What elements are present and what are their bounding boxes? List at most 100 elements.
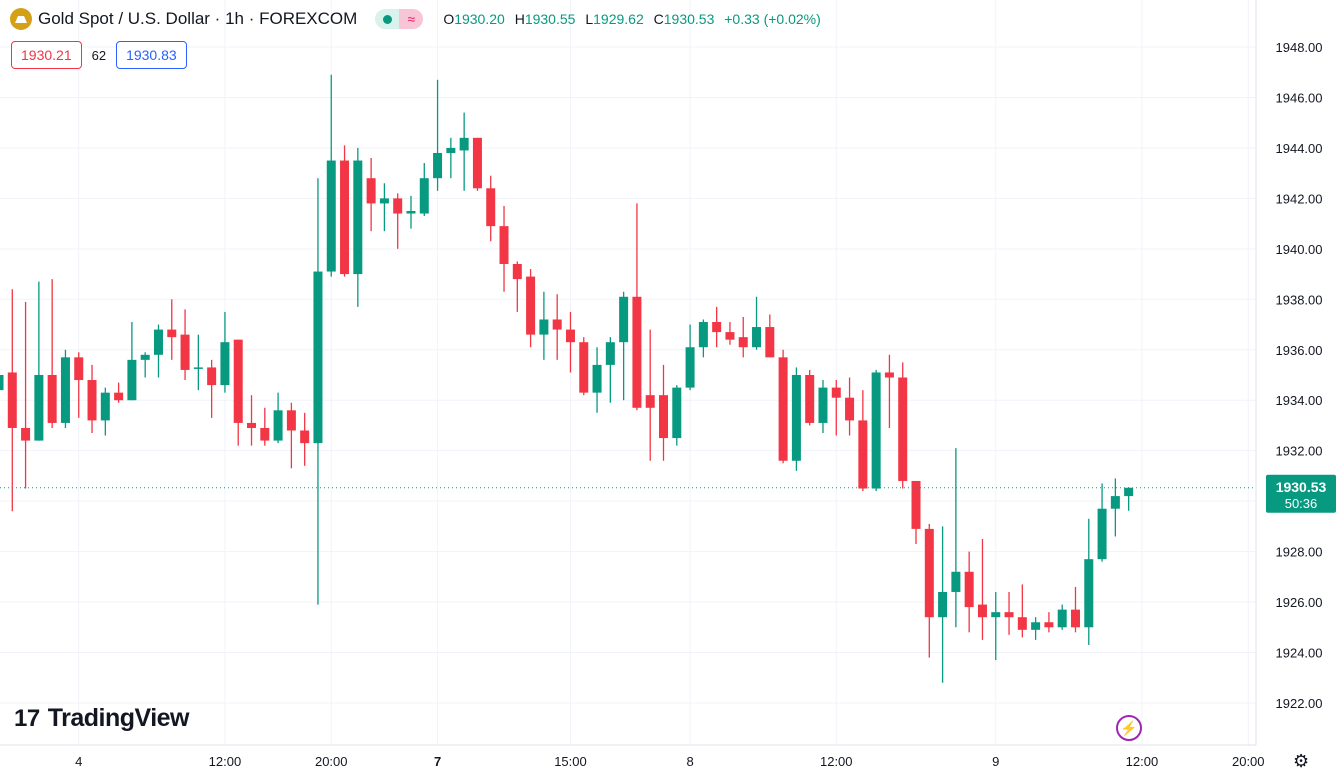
- candle-body: [21, 427, 31, 441]
- candle-body: [1004, 612, 1014, 618]
- candle: [672, 385, 682, 446]
- last-price-tag-background: [1266, 474, 1336, 513]
- time-tick-label: 8: [686, 754, 693, 769]
- candle: [911, 480, 921, 545]
- time-tick-label: 20:00: [1232, 754, 1265, 769]
- price-tick-label: 1934.00: [1276, 393, 1323, 408]
- candle: [871, 369, 881, 492]
- candle: [1004, 591, 1014, 635]
- candle-body: [60, 357, 70, 423]
- candle-body: [260, 427, 270, 441]
- candle-body: [326, 160, 336, 272]
- candle: [659, 364, 668, 461]
- candle: [433, 79, 443, 191]
- close-label: C: [653, 11, 664, 27]
- candle: [499, 205, 509, 292]
- lightning-icon[interactable]: ⚡: [1116, 715, 1142, 741]
- candle-body: [180, 334, 190, 370]
- candle-body: [512, 263, 522, 280]
- candle-body: [1097, 508, 1107, 560]
- candle: [419, 163, 429, 217]
- time-tick-label: 12:00: [1126, 754, 1159, 769]
- buy-sell-panel: 1930.21 62 1930.83: [11, 41, 187, 69]
- price-tick-label: 1946.00: [1276, 90, 1323, 105]
- price-axis[interactable]: 1922.00 1924.00 1926.00 1928.00 1932.00 1934.…: [1276, 40, 1323, 711]
- candle: [1044, 612, 1054, 633]
- candle: [180, 309, 190, 381]
- candle: [340, 145, 350, 277]
- candle: [393, 193, 403, 249]
- candle: [805, 369, 815, 426]
- candle: [778, 349, 788, 464]
- candle-body: [1031, 622, 1041, 630]
- candle-body: [565, 329, 575, 343]
- candle: [379, 183, 389, 232]
- spread-value: 62: [91, 47, 107, 63]
- last-price-tag: 1930.53 50:36: [1266, 474, 1336, 513]
- candle-body: [738, 337, 748, 348]
- candle: [791, 367, 801, 471]
- sell-button[interactable]: 1930.21: [11, 41, 82, 69]
- tradingview-logo[interactable]: 17 TradingView: [14, 704, 190, 733]
- candle: [87, 364, 97, 434]
- candle-body: [845, 397, 855, 421]
- candle: [1084, 518, 1094, 645]
- candle: [924, 523, 934, 658]
- candle: [898, 362, 908, 489]
- candle-body: [645, 395, 655, 408]
- gold-symbol-icon: [10, 8, 32, 30]
- candle: [47, 279, 57, 428]
- candle-body: [672, 387, 682, 439]
- candle-body: [313, 271, 323, 444]
- candle-body: [7, 372, 17, 428]
- candle: [260, 407, 270, 446]
- candle: [406, 195, 416, 229]
- price-tick-label: 1928.00: [1276, 545, 1323, 560]
- candle-body: [472, 137, 482, 189]
- candle-body: [552, 319, 562, 330]
- candle: [1031, 617, 1041, 640]
- time-axis[interactable]: 4 12:00 20:00 7 15:00 8 12:00 9 12:00 20:00: [75, 754, 1264, 769]
- candle: [1070, 586, 1080, 633]
- candle-body: [379, 198, 389, 204]
- candle: [512, 261, 522, 312]
- settings-gear-icon[interactable]: ⚙: [1293, 751, 1310, 771]
- price-tick-label: 1948.00: [1276, 40, 1323, 55]
- candle: [738, 316, 748, 358]
- candle: [818, 380, 828, 434]
- bar-countdown: 50:36: [1285, 496, 1318, 511]
- candle: [74, 352, 84, 418]
- candle: [645, 329, 655, 461]
- candle-body: [486, 188, 496, 227]
- candle-body: [233, 339, 243, 423]
- price-tick-label: 1944.00: [1276, 141, 1323, 156]
- candle: [247, 395, 257, 446]
- candle: [964, 551, 974, 633]
- candle-body: [47, 374, 57, 423]
- candle: [60, 349, 70, 428]
- candle-body: [778, 357, 788, 461]
- candle: [220, 311, 230, 393]
- candle: [725, 322, 735, 345]
- candle: [831, 380, 841, 436]
- ohlc-values: O1930.20 H1930.55 L1929.62 C1930.53 +0.3…: [443, 11, 826, 27]
- candle-body: [393, 198, 403, 214]
- legend-header: Gold Spot / U.S. Dollar · 1h · FOREXCOM …: [10, 8, 827, 30]
- candle-body: [659, 395, 668, 439]
- candle-body: [1110, 496, 1120, 509]
- candle-body: [712, 322, 722, 333]
- candle-body: [951, 571, 961, 592]
- candle: [34, 281, 44, 441]
- candle: [526, 269, 536, 348]
- candle: [685, 324, 695, 391]
- candle: [592, 347, 602, 413]
- candle-body: [725, 332, 735, 340]
- candle: [698, 319, 708, 358]
- symbol-title[interactable]: Gold Spot / U.S. Dollar · 1h · FOREXCOM: [38, 9, 358, 28]
- candle-body: [459, 137, 469, 151]
- candle-body: [592, 364, 602, 393]
- time-tick-label: 12:00: [209, 754, 242, 769]
- buy-button[interactable]: 1930.83: [116, 41, 187, 69]
- status-pill[interactable]: ≈: [375, 9, 424, 29]
